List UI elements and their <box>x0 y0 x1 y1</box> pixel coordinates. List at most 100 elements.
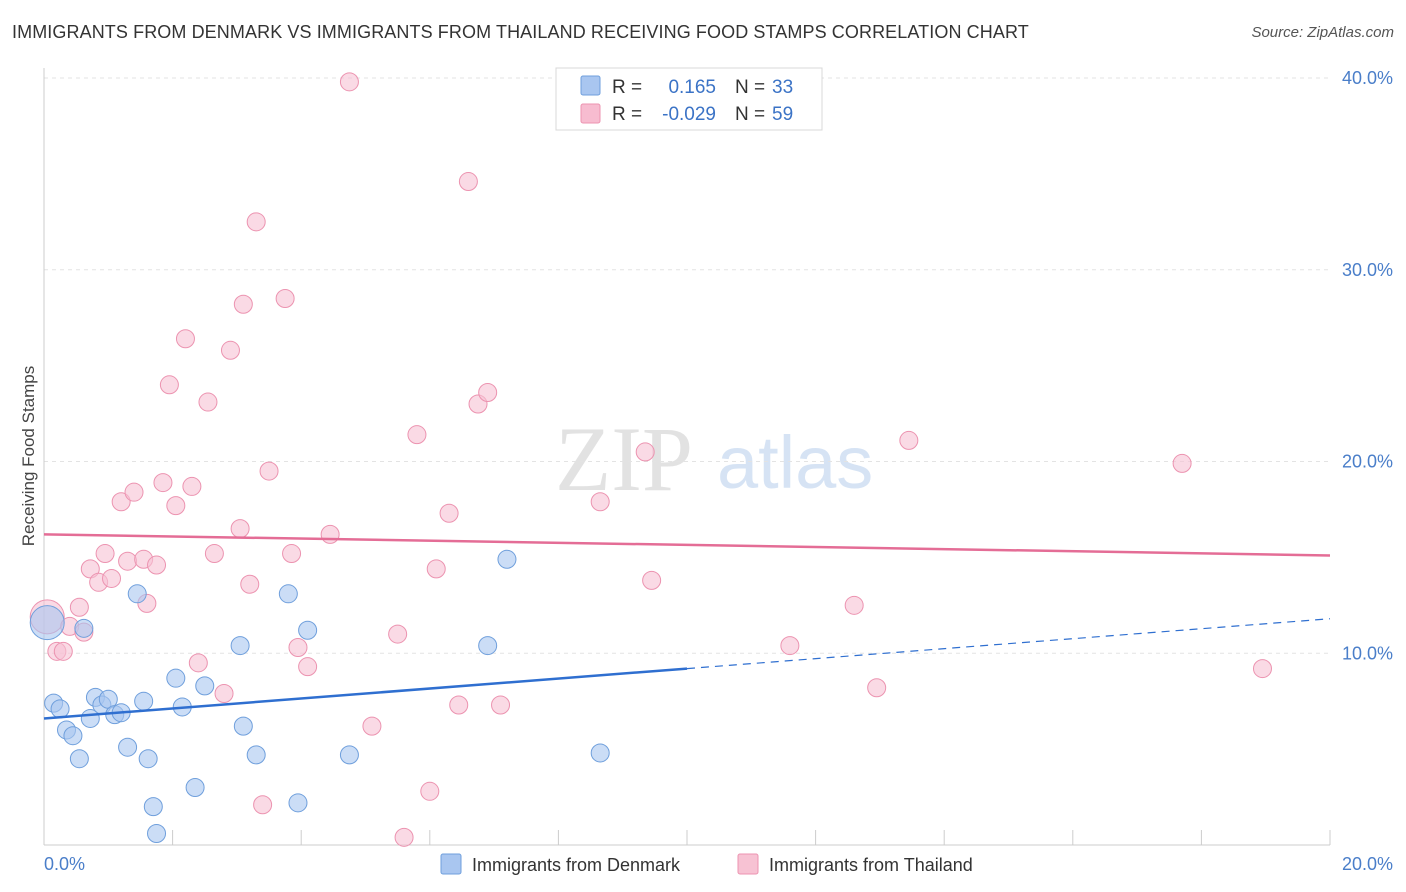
stats-r-value-denmark: 0.165 <box>668 77 716 98</box>
thailand-point <box>53 641 73 661</box>
denmark-point <box>478 636 498 656</box>
thailand-point <box>188 653 208 673</box>
denmark-point <box>230 636 250 656</box>
thailand-point <box>458 172 478 192</box>
thailand-point <box>298 657 318 677</box>
x-tick-label-min: 0.0% <box>44 854 85 874</box>
thailand-point <box>590 492 610 512</box>
legend-label-denmark: Immigrants from Denmark <box>472 855 681 875</box>
trend-lines <box>43 533 1331 720</box>
thailand-point <box>1172 453 1192 473</box>
denmark-point <box>138 749 158 769</box>
denmark-point <box>118 737 138 757</box>
y-tick-label: 30.0% <box>1342 260 1393 280</box>
thailand-point <box>1252 659 1272 679</box>
stats-r-value-thailand: -0.029 <box>662 104 716 125</box>
denmark-point <box>185 777 205 797</box>
thailand-point <box>899 430 919 450</box>
thailand-point <box>240 574 260 594</box>
stats-swatch-thailand <box>580 103 601 124</box>
denmark-point <box>29 605 65 641</box>
thailand-point <box>394 827 414 847</box>
stats-n-label-thailand: N = <box>735 104 765 125</box>
thailand-point <box>246 212 266 232</box>
thailand-point <box>426 559 446 579</box>
thailand-point <box>198 392 218 412</box>
stats-n-label-denmark: N = <box>735 77 765 98</box>
thailand-point <box>182 476 202 496</box>
denmark-point <box>69 749 89 769</box>
legend-label-thailand: Immigrants from Thailand <box>769 855 973 875</box>
watermark-atlas: atlas <box>717 421 873 504</box>
thailand-point <box>153 473 173 493</box>
thailand-point <box>780 636 800 656</box>
thailand-point <box>147 555 167 575</box>
thailand-point <box>118 551 138 571</box>
thailand-point <box>362 716 382 736</box>
denmark-point <box>288 793 308 813</box>
denmark-point <box>74 618 94 638</box>
stats-n-value-thailand: 59 <box>772 104 793 125</box>
stats-swatch-denmark <box>580 75 601 96</box>
thailand-point <box>214 684 234 704</box>
denmark-point <box>63 726 83 746</box>
thailand-point <box>95 544 115 564</box>
thailand-point <box>175 329 195 349</box>
y-tick-label: 40.0% <box>1342 68 1393 88</box>
thailand-point <box>166 496 186 516</box>
denmark-point <box>134 691 154 711</box>
thailand-point <box>439 503 459 523</box>
legend-swatch-thailand <box>737 853 759 875</box>
denmark-point <box>195 676 215 696</box>
y-tick-label: 20.0% <box>1342 452 1393 472</box>
thailand-point <box>111 492 131 512</box>
thailand-point <box>253 795 273 815</box>
denmark-point <box>147 823 167 843</box>
denmark-point <box>233 716 253 736</box>
stats-n-value-denmark: 33 <box>772 77 793 98</box>
stats-box: R = 0.165 N = 33 R = -0.029 N = 59 <box>555 67 823 131</box>
y-axis-label: Receiving Food Stamps <box>19 366 38 546</box>
x-tick-label-max: 20.0% <box>1342 854 1393 874</box>
thailand-point <box>407 425 427 445</box>
y-tick-labels: 10.0% 20.0% 30.0% 40.0% <box>1342 68 1393 663</box>
thailand-point <box>642 570 662 590</box>
x-tick-marks <box>43 830 1331 845</box>
thailand-point <box>420 781 440 801</box>
thailand-point <box>69 597 89 617</box>
legend-swatch-denmark <box>440 853 462 875</box>
thailand-point <box>288 637 308 657</box>
gridlines <box>44 77 1330 654</box>
denmark-point <box>497 549 517 569</box>
thailand-point <box>491 695 511 715</box>
thailand-trend-line <box>43 533 1331 557</box>
denmark-point <box>298 620 318 640</box>
x-tick-labels: 0.0% 20.0% <box>44 854 1393 874</box>
legend: Immigrants from Denmark Immigrants from … <box>440 853 973 875</box>
y-tick-label: 10.0% <box>1342 643 1393 663</box>
thailand-point <box>124 482 144 502</box>
thailand-point <box>230 519 250 539</box>
denmark-point <box>143 797 163 817</box>
denmark-point <box>127 584 147 604</box>
denmark-point <box>590 743 610 763</box>
thailand-point <box>259 461 279 481</box>
chart-title: IMMIGRANTS FROM DENMARK VS IMMIGRANTS FR… <box>12 22 1029 42</box>
denmark-point <box>50 699 70 719</box>
stats-r-label-thailand: R = <box>612 104 642 125</box>
thailand-point <box>449 695 469 715</box>
watermark-zip: ZIP <box>555 408 693 510</box>
thailand-point <box>102 568 122 588</box>
stats-r-label-denmark: R = <box>612 77 642 98</box>
thailand-point <box>478 382 498 402</box>
source-credit: Source: ZipAtlas.com <box>1251 24 1394 41</box>
thailand-point <box>204 544 224 564</box>
thailand-point <box>220 340 240 360</box>
denmark-point <box>166 668 186 688</box>
thailand-point <box>233 294 253 314</box>
denmark-point <box>246 745 266 765</box>
thailand-point <box>388 624 408 644</box>
thailand-point <box>867 678 887 698</box>
denmark-trend-line <box>43 667 688 720</box>
